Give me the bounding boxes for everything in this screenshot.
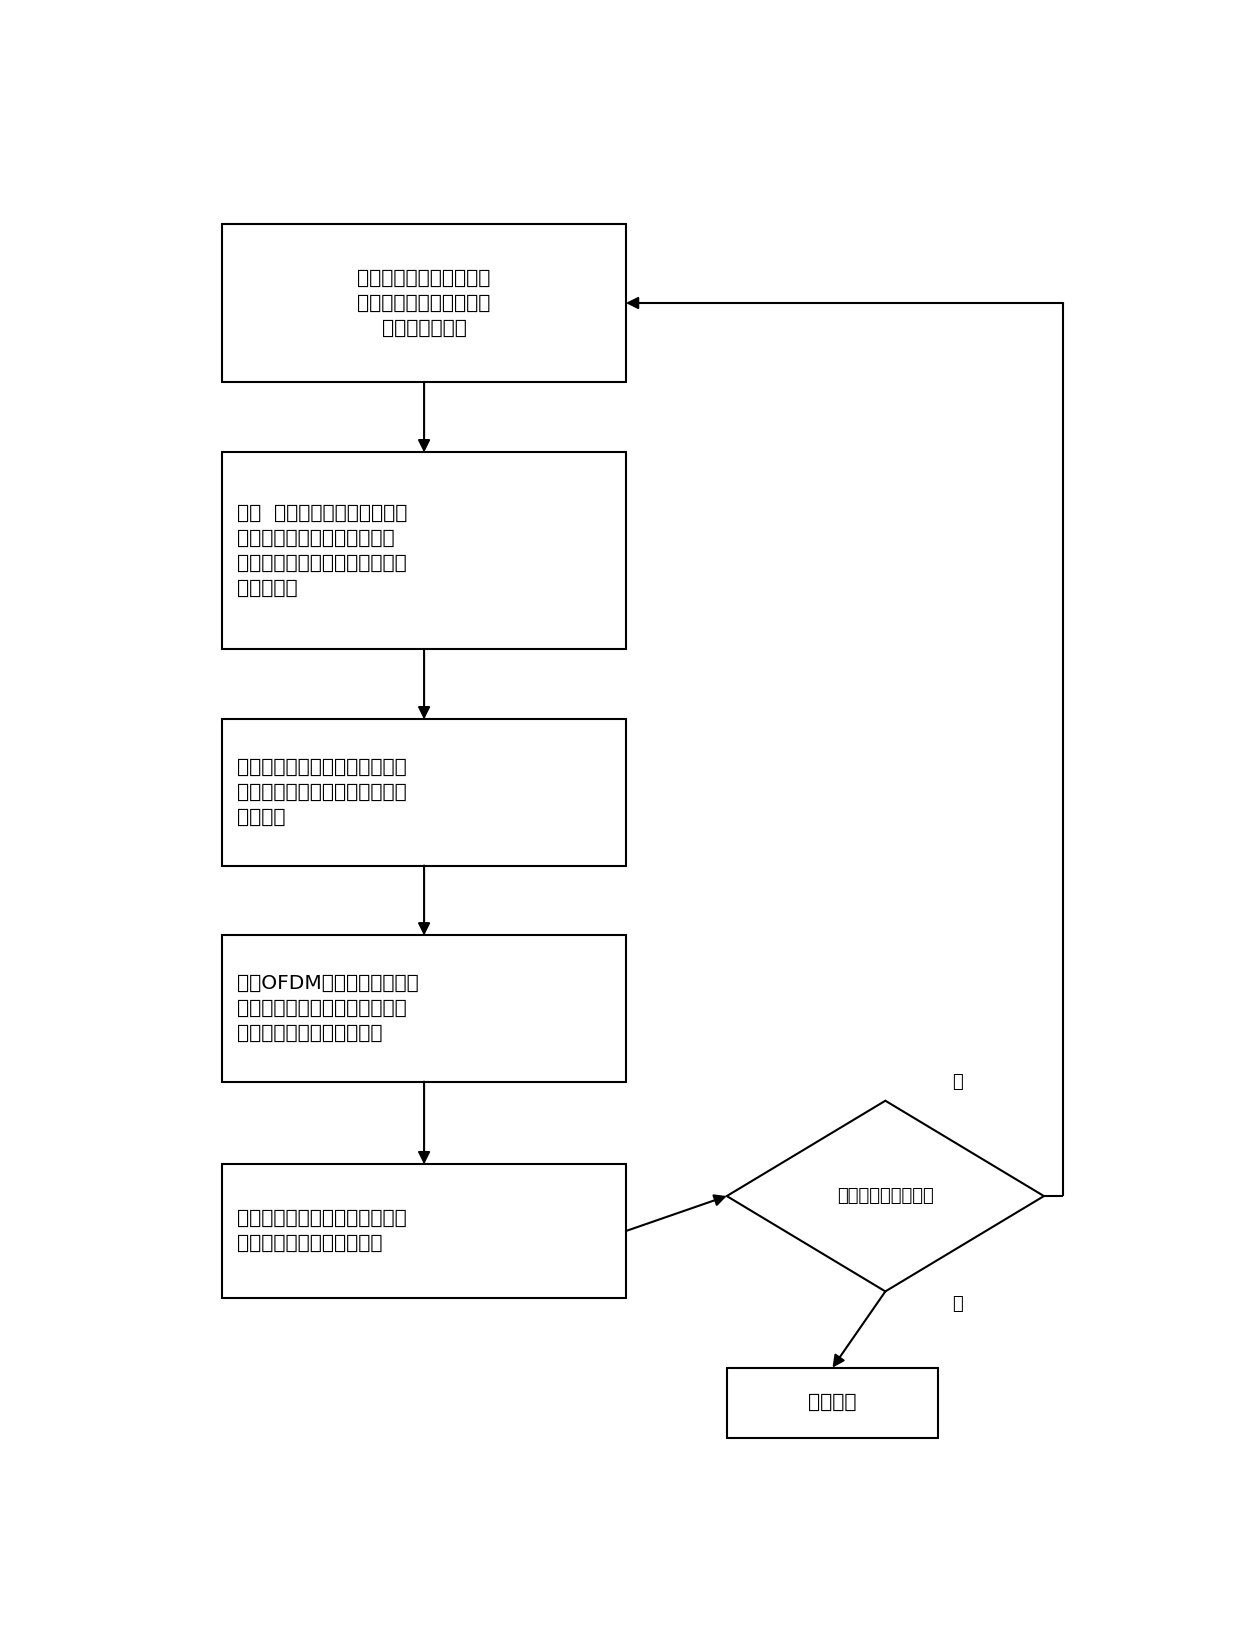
Text: 依据OFDM系统可靠收发的条
件，进行各模块指标划分，并通
过自顶而下的流程完成设计: 依据OFDM系统可靠收发的条 件，进行各模块指标划分，并通 过自顶而下的流程完成… <box>237 974 418 1043</box>
Text: 依据  所得到的相关参数和系统
的数据处理需求（如：传输速
率、时钟频率、数据位宽等）确
定设计参数: 依据 所得到的相关参数和系统 的数据处理需求（如：传输速 率、时钟频率、数据位宽… <box>237 504 407 598</box>
FancyBboxPatch shape <box>222 1164 626 1298</box>
FancyBboxPatch shape <box>222 936 626 1081</box>
Text: 设计实现: 设计实现 <box>808 1393 857 1412</box>
Polygon shape <box>727 1101 1044 1291</box>
Text: 设计是否满足要求？: 设计是否满足要求？ <box>837 1187 934 1205</box>
Text: 相关元件（如：磁性连接
器、电缆等）的建模、分
析、测量与推算: 相关元件（如：磁性连接 器、电缆等）的建模、分 析、测量与推算 <box>357 269 491 337</box>
Text: 建立软硬件联合仿真验证环境，
确保设计的完备性与可靠性: 建立软硬件联合仿真验证环境， 确保设计的完备性与可靠性 <box>237 1209 407 1253</box>
Text: 否: 否 <box>952 1073 962 1091</box>
Text: 是: 是 <box>952 1294 962 1313</box>
Text: 依据系统总体误码率指标确定及
应用环境噪声特性确定信噪比及
发射功率: 依据系统总体误码率指标确定及 应用环境噪声特性确定信噪比及 发射功率 <box>237 758 407 827</box>
FancyBboxPatch shape <box>222 223 626 383</box>
FancyBboxPatch shape <box>222 452 626 649</box>
FancyBboxPatch shape <box>222 720 626 865</box>
FancyBboxPatch shape <box>727 1367 939 1438</box>
